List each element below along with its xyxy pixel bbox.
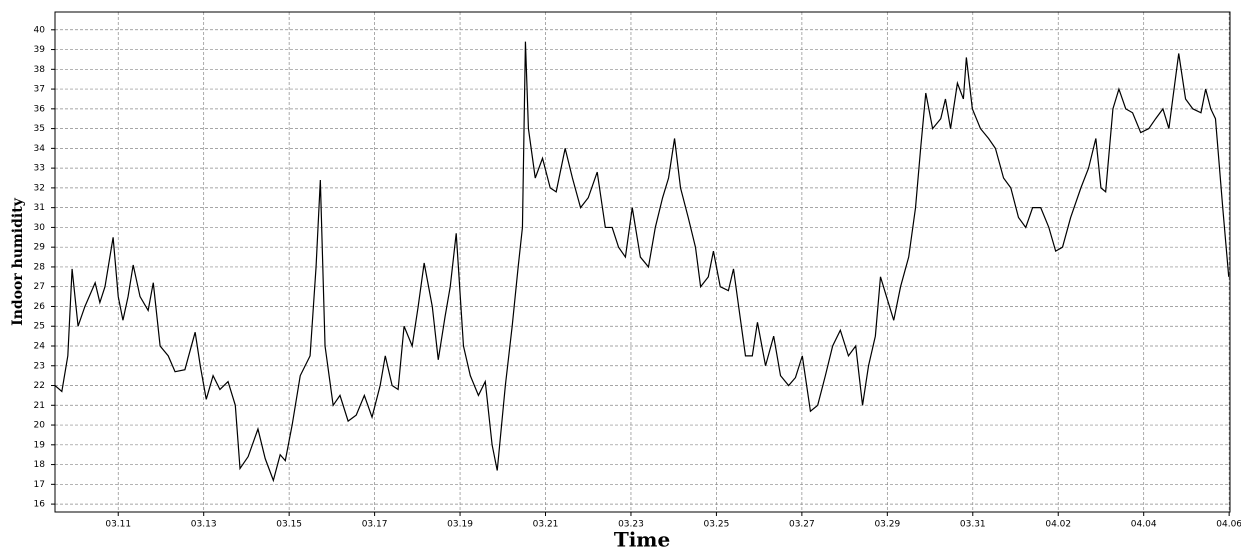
y-tick-label: 32 [34,183,45,193]
x-tick-label: 04.02 [1045,520,1071,530]
y-tick-label: 35 [34,124,45,134]
y-tick-label: 34 [34,144,46,154]
x-tick-label: 03.31 [960,520,986,530]
data-line [54,41,1230,483]
x-tick-label: 03.11 [105,520,131,530]
y-tick-label: 18 [34,460,46,470]
y-tick-label: 30 [34,223,46,233]
y-tick-label: 40 [34,25,46,35]
x-tick-label: 03.27 [789,520,815,530]
y-tick-label: 29 [34,243,46,253]
y-tick-label: 17 [34,480,45,490]
x-tick-label: 03.29 [874,520,900,530]
x-tick-label: 03.15 [276,520,302,530]
y-tick-label: 36 [34,104,46,114]
plot-frame [54,11,1231,513]
y-tick-label: 26 [34,302,46,312]
x-tick-label: 03.19 [447,520,473,530]
y-tick-label: 16 [34,500,46,510]
y-tick-label: 37 [34,85,45,95]
x-tick-label: 03.23 [618,520,644,530]
y-axis-title: Indoor humidity [10,197,26,326]
y-tick-label: 25 [34,322,45,332]
y-tick-label: 38 [34,65,46,75]
x-tick-label: 04.06 [1216,520,1241,530]
y-tick-label: 28 [34,262,46,272]
x-tick-label: 03.21 [533,520,559,530]
y-tick-label: 33 [34,164,45,174]
x-tick-label: 04.04 [1131,520,1157,530]
x-tick-label: 03.13 [191,520,217,530]
x-axis-title: Time [614,528,670,552]
y-tick-label: 22 [34,381,45,391]
y-tick-label: 20 [34,421,46,431]
y-tick-label: 24 [34,341,46,351]
x-tick-label: 03.17 [362,520,388,530]
y-tick-label: 21 [34,401,45,411]
y-tick-label: 19 [34,440,46,450]
y-tick-label: 23 [34,361,45,371]
x-tick-label: 03.25 [704,520,730,530]
y-tick-label: 31 [34,203,45,213]
y-tick-label: 39 [34,45,46,55]
y-tick-label: 27 [34,282,45,292]
